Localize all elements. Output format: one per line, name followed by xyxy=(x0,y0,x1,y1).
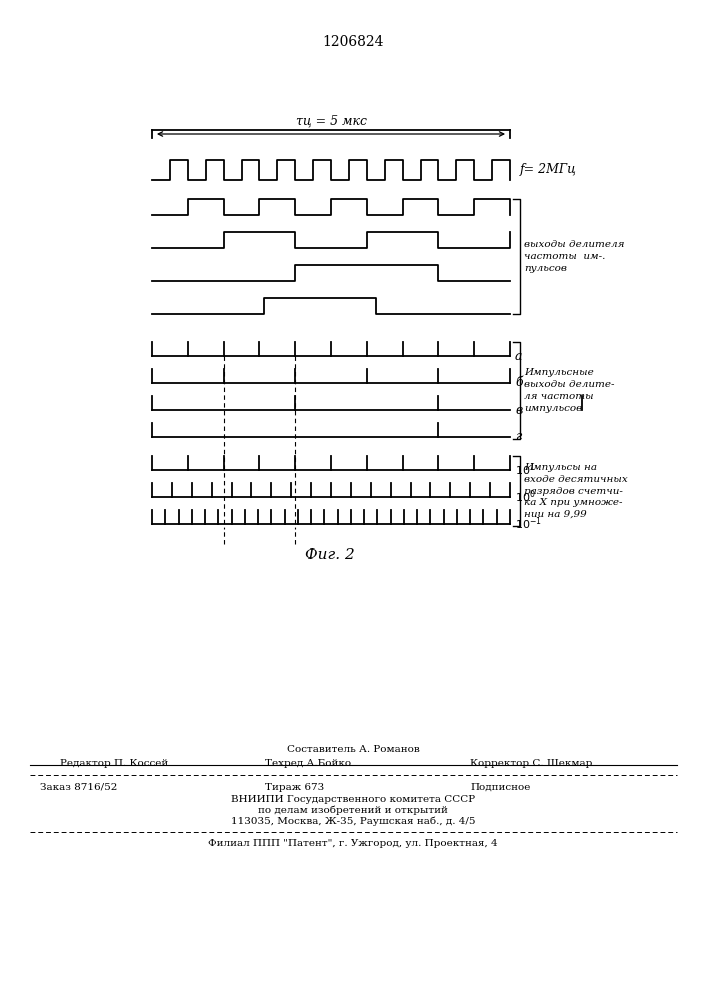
Text: $10^{-1}$: $10^{-1}$ xyxy=(515,516,542,532)
Text: 1206824: 1206824 xyxy=(322,35,384,49)
Text: Тираж 673: Тираж 673 xyxy=(265,782,325,792)
Text: выходы делителя
частоты  им-.
пульсов: выходы делителя частоты им-. пульсов xyxy=(524,240,624,273)
Text: Фиг. 2: Фиг. 2 xyxy=(305,548,355,562)
Text: $10^0$: $10^0$ xyxy=(515,489,536,505)
Text: Редактор П. Коссей: Редактор П. Коссей xyxy=(60,758,168,768)
Text: $10^1$: $10^1$ xyxy=(515,462,535,478)
Text: Филиал ППП "Патент", г. Ужгород, ул. Проектная, 4: Филиал ППП "Патент", г. Ужгород, ул. Про… xyxy=(208,840,498,848)
Text: f= 2МГц: f= 2МГц xyxy=(520,163,577,176)
Text: ВНИИПИ Государственного комитета СССР: ВНИИПИ Государственного комитета СССР xyxy=(231,794,475,804)
Text: в: в xyxy=(515,403,522,416)
Text: б: б xyxy=(515,376,522,389)
Text: г: г xyxy=(515,430,521,444)
Text: Подписное: Подписное xyxy=(470,782,530,792)
Text: 113035, Москва, Ж-35, Раушская наб., д. 4/5: 113035, Москва, Ж-35, Раушская наб., д. … xyxy=(230,816,475,826)
Text: а: а xyxy=(515,350,522,362)
Text: Импульсные
выходы делите-
ля частоты
импульсов: Импульсные выходы делите- ля частоты имп… xyxy=(524,368,614,413)
Text: τц = 5 мкс: τц = 5 мкс xyxy=(296,114,366,127)
Text: Составитель А. Романов: Составитель А. Романов xyxy=(286,746,419,754)
Text: Заказ 8716/52: Заказ 8716/52 xyxy=(40,782,117,792)
Text: Техред А.Бойко: Техред А.Бойко xyxy=(265,758,351,768)
Text: Корректор С. Шекмар: Корректор С. Шекмар xyxy=(470,758,592,768)
Text: Импульсы на
входе десятичных
разрядов счетчи-
ка X при умноже-
нии на 9,99: Импульсы на входе десятичных разрядов сч… xyxy=(524,463,628,519)
Text: по делам изобретений и открытий: по делам изобретений и открытий xyxy=(258,805,448,815)
